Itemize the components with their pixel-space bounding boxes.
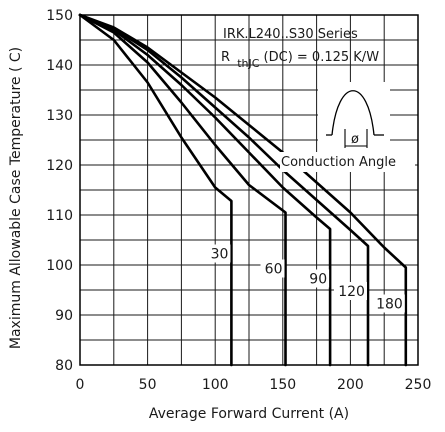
x-tick-label: 200 xyxy=(337,377,364,393)
rth-prefix: R xyxy=(221,50,230,65)
curve-label-background xyxy=(371,294,405,313)
rth-subscript: thJC xyxy=(237,57,260,70)
y-tick-label: 140 xyxy=(46,58,73,74)
y-axis-label: Maximum Allowable Case Temperature ( C) xyxy=(8,47,24,349)
curve-label-90: 90 xyxy=(309,272,327,288)
curve-label-background xyxy=(206,244,231,263)
x-tick-label: 50 xyxy=(139,377,157,393)
thermal-resistance-label: R thJC (DC) = 0.125 K/W xyxy=(221,50,379,71)
curve-label-background xyxy=(333,282,367,300)
tick-labels: 0 50 100 150 200 250 80 90 100 110 120 130 140 150 xyxy=(46,8,431,393)
rth-value: (DC) = 0.125 K/W xyxy=(264,50,380,65)
x-tick-label: 250 xyxy=(405,377,432,393)
inset-label-background xyxy=(280,152,415,172)
y-tick-label: 100 xyxy=(46,258,73,274)
inset-background xyxy=(318,82,390,152)
series-curve-120 xyxy=(78,13,370,367)
x-tick-label: 100 xyxy=(202,377,229,393)
curve-label-30: 30 xyxy=(211,247,229,263)
curve-label-background xyxy=(260,259,285,278)
curve-label-60: 60 xyxy=(265,262,283,278)
y-tick-label: 90 xyxy=(55,308,73,324)
series-curve-90 xyxy=(78,13,332,367)
conduction-angle-inset: ø xyxy=(318,82,390,152)
y-tick-label: 130 xyxy=(46,108,73,124)
series-curve-180 xyxy=(78,13,408,367)
plot-frame xyxy=(79,14,419,366)
curve-label-background xyxy=(305,269,330,288)
inset-sine-wave xyxy=(331,90,375,136)
chart-title: IRK.L240..S30 Series xyxy=(223,27,358,42)
x-tick-label: 0 xyxy=(76,377,85,393)
y-tick-label: 110 xyxy=(46,208,73,224)
y-tick-label: 120 xyxy=(46,158,73,174)
x-axis-label: Average Forward Current (A) xyxy=(149,406,349,422)
y-tick-label: 80 xyxy=(55,358,73,374)
inset-phi-symbol: ø xyxy=(351,132,359,147)
curve-label-120: 120 xyxy=(338,284,365,300)
inset-conduction-angle-label: Conduction Angle xyxy=(281,155,396,170)
y-tick-label: 150 xyxy=(46,8,73,24)
series-curves xyxy=(78,13,408,367)
curve-label-180: 180 xyxy=(376,297,403,313)
x-tick-label: 150 xyxy=(269,377,296,393)
series-curve-30 xyxy=(78,13,233,367)
series-curve-60 xyxy=(78,13,287,367)
curve-labels: 30 60 90 120 180 xyxy=(206,244,405,313)
